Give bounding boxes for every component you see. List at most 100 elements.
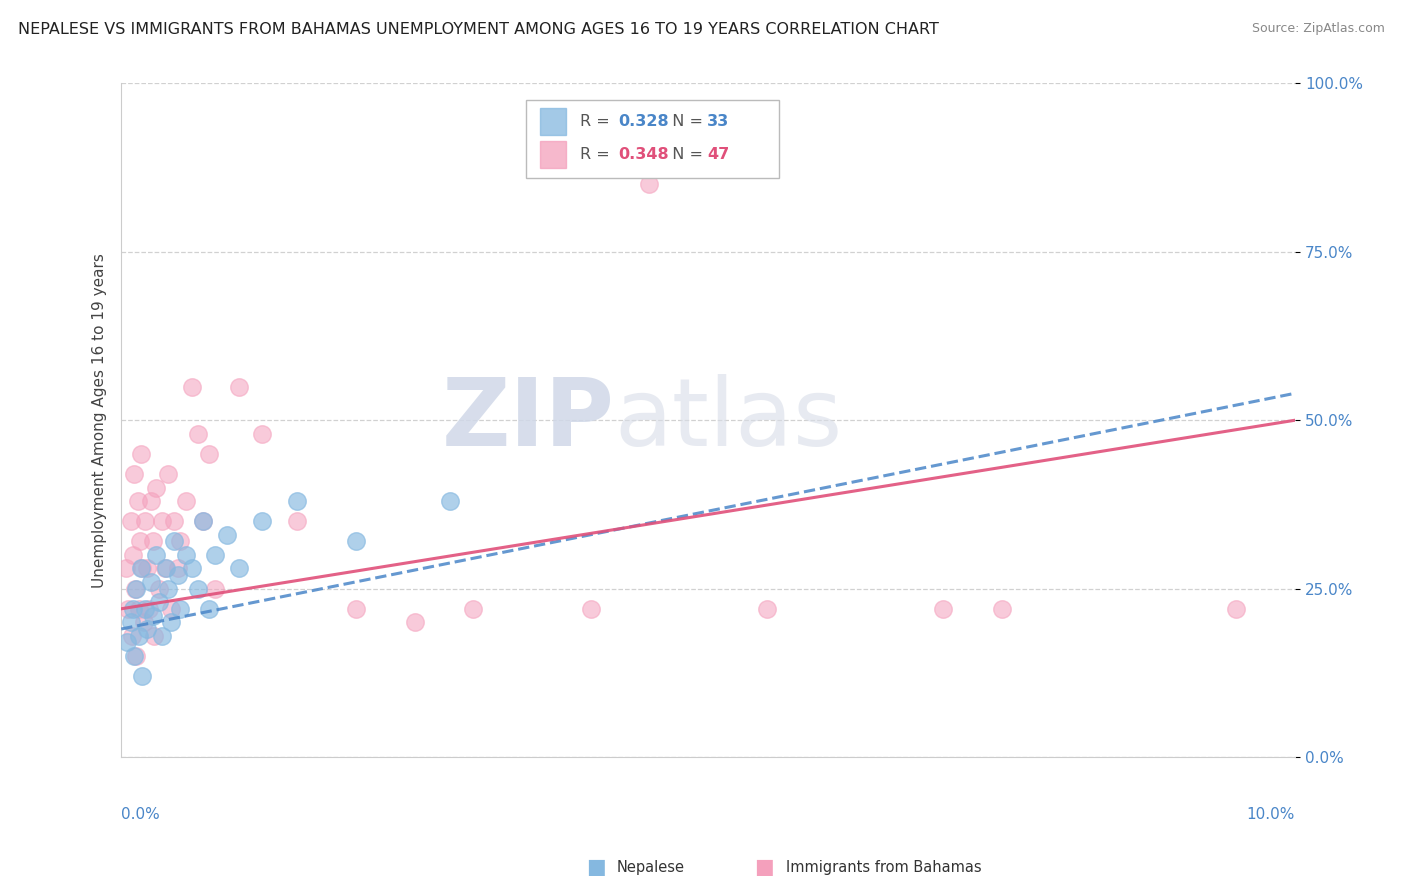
- Point: [128, 602, 150, 616]
- Point: [344, 534, 367, 549]
- Point: [1225, 602, 1247, 616]
- Point: [193, 514, 215, 528]
- Text: Source: ZipAtlas.com: Source: ZipAtlas.com: [1251, 22, 1385, 36]
- Point: [186, 582, 208, 596]
- Point: [163, 514, 186, 528]
- Point: [142, 608, 165, 623]
- Point: [139, 494, 162, 508]
- Text: 10.0%: 10.0%: [1247, 807, 1295, 822]
- Point: [228, 561, 250, 575]
- Point: [131, 561, 153, 575]
- Point: [638, 178, 661, 192]
- Point: [228, 379, 250, 393]
- Point: [404, 615, 426, 630]
- Point: [122, 602, 145, 616]
- Text: 47: 47: [707, 146, 730, 161]
- Point: [157, 582, 180, 596]
- Point: [174, 494, 197, 508]
- Point: [136, 561, 159, 575]
- Point: [755, 602, 778, 616]
- Text: Nepalese: Nepalese: [617, 860, 685, 874]
- Text: Immigrants from Bahamas: Immigrants from Bahamas: [786, 860, 981, 874]
- Point: [124, 582, 146, 596]
- Point: [215, 527, 238, 541]
- Point: [131, 669, 153, 683]
- Point: [134, 514, 156, 528]
- Point: [122, 648, 145, 663]
- Text: ■: ■: [755, 857, 775, 877]
- Point: [163, 534, 186, 549]
- Point: [250, 514, 273, 528]
- Point: [169, 534, 191, 549]
- Point: [463, 602, 485, 616]
- Point: [174, 548, 197, 562]
- Text: ZIP: ZIP: [441, 375, 614, 467]
- Point: [180, 379, 202, 393]
- Point: [169, 602, 191, 616]
- Point: [150, 629, 173, 643]
- Bar: [540, 141, 567, 168]
- Text: R =: R =: [581, 146, 614, 161]
- Point: [129, 534, 152, 549]
- Point: [932, 602, 955, 616]
- Point: [145, 481, 167, 495]
- Point: [186, 426, 208, 441]
- Point: [153, 561, 176, 575]
- Point: [143, 629, 166, 643]
- Point: [120, 514, 142, 528]
- Point: [128, 629, 150, 643]
- Point: [115, 635, 138, 649]
- Point: [122, 548, 145, 562]
- Point: [344, 602, 367, 616]
- Point: [150, 514, 173, 528]
- Text: 0.328: 0.328: [617, 114, 668, 129]
- Point: [157, 467, 180, 481]
- Point: [139, 574, 162, 589]
- Point: [579, 602, 602, 616]
- Point: [250, 426, 273, 441]
- Point: [145, 548, 167, 562]
- Point: [127, 494, 149, 508]
- Point: [120, 615, 142, 630]
- Bar: [540, 108, 567, 136]
- Text: NEPALESE VS IMMIGRANTS FROM BAHAMAS UNEMPLOYMENT AMONG AGES 16 TO 19 YEARS CORRE: NEPALESE VS IMMIGRANTS FROM BAHAMAS UNEM…: [18, 22, 939, 37]
- Y-axis label: Unemployment Among Ages 16 to 19 years: Unemployment Among Ages 16 to 19 years: [93, 252, 107, 588]
- Point: [115, 561, 138, 575]
- Point: [198, 447, 221, 461]
- Point: [132, 615, 155, 630]
- Point: [125, 582, 148, 596]
- Text: ■: ■: [586, 857, 606, 877]
- Point: [125, 648, 148, 663]
- Point: [138, 602, 160, 616]
- Point: [159, 615, 181, 630]
- Point: [193, 514, 215, 528]
- Point: [990, 602, 1012, 616]
- Point: [129, 447, 152, 461]
- Text: atlas: atlas: [614, 375, 842, 467]
- Point: [439, 494, 461, 508]
- Point: [285, 494, 308, 508]
- Text: 0.348: 0.348: [617, 146, 668, 161]
- Text: N =: N =: [662, 146, 709, 161]
- Point: [136, 622, 159, 636]
- Point: [134, 602, 156, 616]
- Text: 33: 33: [707, 114, 730, 129]
- Point: [117, 602, 139, 616]
- Point: [285, 514, 308, 528]
- Point: [129, 561, 152, 575]
- Point: [122, 467, 145, 481]
- Point: [159, 602, 181, 616]
- Point: [204, 548, 226, 562]
- Bar: [526, 100, 779, 178]
- Point: [166, 561, 188, 575]
- Point: [198, 602, 221, 616]
- Point: [148, 595, 170, 609]
- Point: [142, 534, 165, 549]
- Point: [148, 582, 170, 596]
- Point: [180, 561, 202, 575]
- Point: [204, 582, 226, 596]
- Point: [166, 568, 188, 582]
- Text: 0.0%: 0.0%: [121, 807, 160, 822]
- Point: [155, 561, 177, 575]
- Text: N =: N =: [662, 114, 709, 129]
